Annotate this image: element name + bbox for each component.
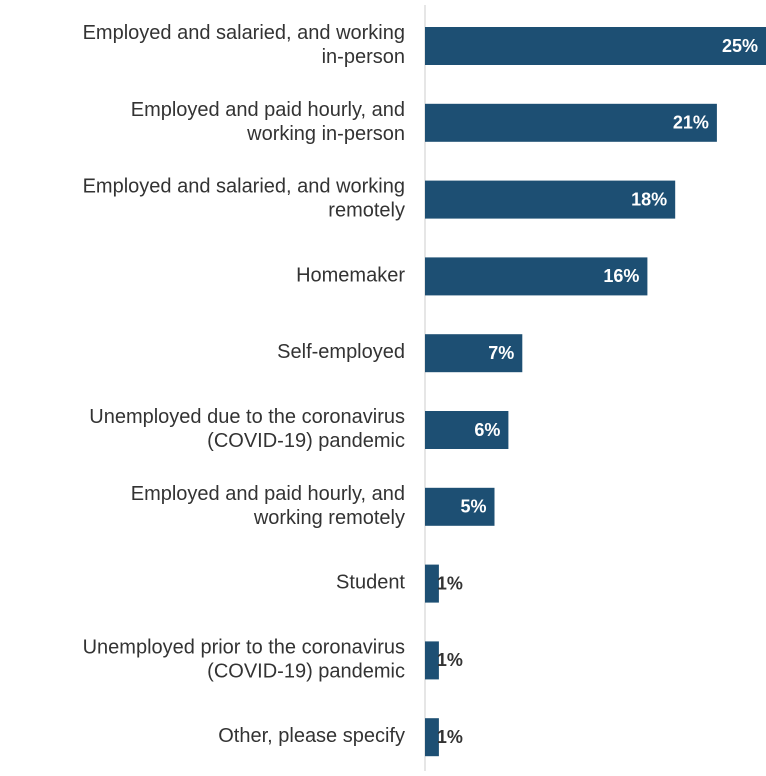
bar (425, 180, 676, 219)
bar (425, 27, 766, 65)
value-label: 16% (603, 266, 639, 286)
category-label: Student (336, 572, 405, 594)
category-label: Self-employed (277, 341, 405, 363)
value-label: 6% (474, 420, 500, 440)
category-label: Employed and paid hourly, and working rem… (131, 483, 405, 529)
bar (425, 487, 495, 526)
value-label: 1% (437, 573, 463, 593)
bar (425, 103, 717, 142)
value-label: 1% (437, 650, 463, 670)
category-label: Employed and salaried, and working in-per… (83, 22, 405, 68)
bar (425, 564, 439, 603)
category-label: Employed and salaried, and working remote… (83, 176, 405, 222)
bar (425, 718, 439, 757)
category-label: Unemployed prior to the coronavirus (COVI… (83, 637, 405, 683)
bar (425, 257, 648, 296)
bar (425, 641, 439, 680)
value-label: 18% (631, 189, 667, 209)
bar (425, 411, 509, 449)
value-label: 5% (460, 497, 486, 517)
value-label: 21% (673, 113, 709, 133)
value-label: 25% (722, 36, 758, 56)
category-label: Other, please specify (218, 725, 405, 747)
bar (425, 334, 523, 373)
category-label: Homemaker (296, 265, 405, 287)
category-label: Unemployed due to the coronavirus (COVID-… (89, 406, 405, 452)
category-label: Employed and paid hourly, and working in-… (131, 99, 405, 145)
value-label: 1% (437, 727, 463, 747)
value-label: 7% (488, 343, 514, 363)
